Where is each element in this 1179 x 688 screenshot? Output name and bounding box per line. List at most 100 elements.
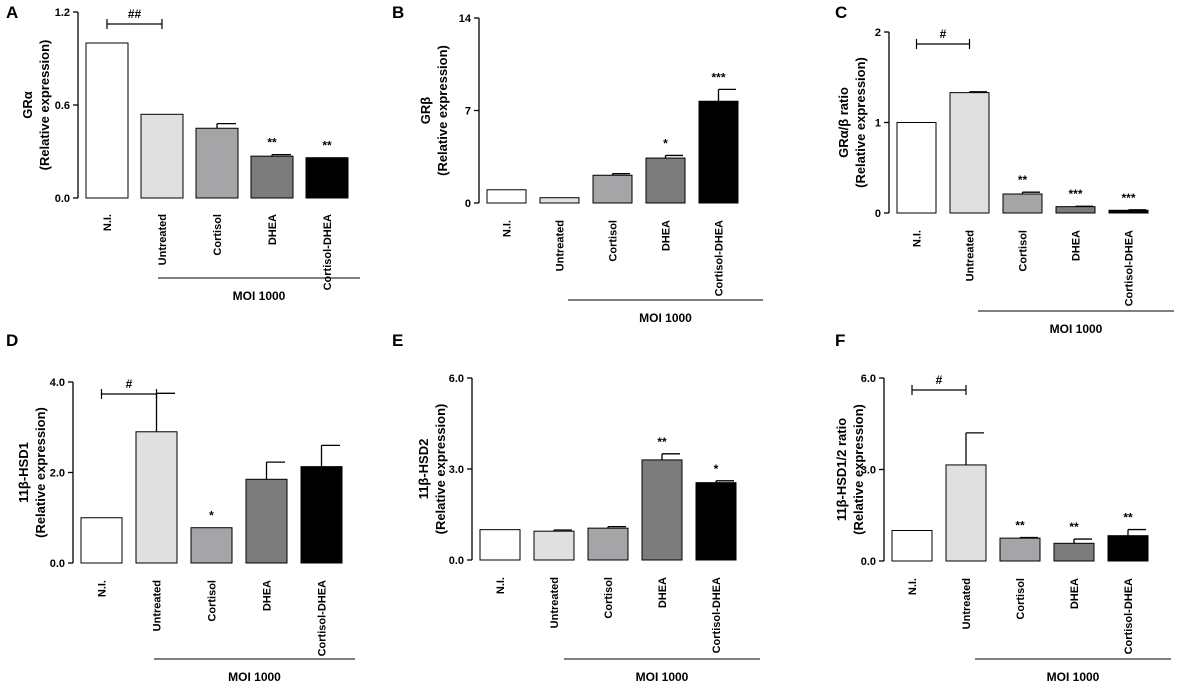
category-label: Cortisol	[207, 580, 219, 622]
y-tick-label: 0	[875, 208, 881, 220]
y-axis-label-line1: GRα	[20, 91, 35, 119]
bar-dhea	[1055, 206, 1096, 214]
bar-dhea	[1053, 542, 1095, 562]
y-tick-label: 0	[465, 198, 471, 210]
y-axis-label-line2: (Relative expression)	[37, 40, 52, 171]
bar-cortisol-dhea	[305, 157, 349, 199]
bar-n-i-	[85, 42, 129, 199]
category-label: Cortisol-DHEA	[317, 580, 329, 656]
bar-dhea	[245, 478, 288, 564]
y-tick-label: 0.6	[55, 100, 70, 112]
moi-label: MOI 1000	[639, 311, 692, 325]
bar-cortisol	[592, 174, 633, 204]
category-label: Cortisol-DHEA	[1123, 578, 1135, 654]
category-label: Untreated	[961, 578, 973, 629]
category-label: Cortisol-DHEA	[322, 214, 334, 290]
significance-label: **	[322, 139, 332, 153]
category-label: Untreated	[157, 214, 169, 265]
bar-untreated	[140, 113, 184, 199]
y-axis-label: GRα (Relative expression)	[20, 40, 52, 171]
y-tick-label: 2.0	[50, 468, 65, 480]
category-label: DHEA	[1069, 578, 1081, 609]
category-label: DHEA	[1071, 230, 1083, 261]
moi-label: MOI 1000	[636, 670, 689, 684]
y-axis-label-line2: (Relative expression)	[33, 407, 48, 538]
y-tick-label: 0.0	[50, 558, 65, 570]
y-axis-label-line1: GRβ	[418, 97, 433, 125]
bar-cortisol	[999, 537, 1041, 562]
y-axis-label: GRα/β ratio (Relative expression)	[836, 57, 868, 188]
category-label: DHEA	[661, 220, 673, 251]
y-axis-label-line1: 11β-HSD1	[16, 442, 31, 503]
significance-label: **	[1018, 173, 1028, 187]
significance-label: **	[1015, 519, 1025, 533]
significance-label: **	[1123, 511, 1133, 525]
bracket-label: #	[940, 27, 947, 41]
bracket-label: #	[936, 373, 943, 387]
bar-n-i-	[80, 517, 123, 564]
category-label: N.I.	[495, 577, 507, 594]
category-label: Cortisol	[1018, 230, 1030, 272]
bar-untreated	[539, 197, 580, 204]
category-label: N.I.	[102, 214, 114, 231]
bar-n-i-	[486, 189, 527, 204]
category-label: Cortisol	[603, 577, 615, 619]
significance-label: ***	[711, 70, 725, 84]
significance-label: **	[267, 136, 277, 150]
moi-label: MOI 1000	[233, 289, 286, 303]
y-axis-label-line2: (Relative expression)	[435, 45, 450, 176]
category-label: Untreated	[549, 577, 561, 628]
bar-cortisol	[190, 527, 233, 564]
category-label: Cortisol-DHEA	[711, 577, 723, 653]
y-tick-label: 0.0	[861, 556, 876, 568]
y-axis-label-line2: (Relative expression)	[851, 404, 866, 535]
y-tick-label: 3.0	[861, 465, 876, 477]
y-tick-label: 0.0	[449, 555, 464, 567]
bar-n-i-	[891, 530, 933, 562]
y-axis-label-line2: (Relative expression)	[433, 404, 448, 535]
panel-C: C 0 1 2 GRα/β ratio (Relative expression) N.I.…	[835, 3, 1174, 336]
significance-label: *	[209, 509, 214, 523]
category-label: Cortisol	[608, 220, 620, 262]
category-label: Cortisol	[1015, 578, 1027, 620]
significance-label: *	[663, 136, 668, 150]
y-tick-label: 7	[465, 106, 471, 118]
bracket-label: #	[126, 377, 133, 391]
y-axis-label-line1: 11β-HSD2	[416, 439, 431, 500]
panel-D: D 0.0 2.0 4.0 11β-HSD1 (Relative expression) N…	[6, 331, 355, 684]
category-label: Cortisol-DHEA	[1124, 230, 1136, 306]
category-label: Untreated	[965, 230, 977, 281]
significance-label: ***	[1121, 191, 1135, 205]
bar-n-i-	[479, 529, 521, 561]
moi-label: MOI 1000	[1050, 322, 1103, 336]
category-label: Untreated	[555, 220, 567, 271]
bar-cortisol-dhea	[1107, 535, 1149, 562]
moi-label: MOI 1000	[1047, 670, 1100, 684]
bar-dhea	[250, 155, 294, 199]
category-label: DHEA	[657, 577, 669, 608]
panel-F: F 0.0 3.0 6.0 11β-HSD1/2 ratio (Relative expr…	[834, 331, 1171, 684]
bar-cortisol-dhea	[695, 482, 737, 561]
panel-letter: D	[6, 331, 18, 350]
bar-cortisol-dhea	[1108, 209, 1149, 214]
bar-dhea	[645, 157, 686, 204]
y-axis-label-line1: 11β-HSD1/2 ratio	[834, 418, 849, 521]
panel-letter: B	[392, 3, 404, 22]
category-label: DHEA	[262, 580, 274, 611]
category-label: Untreated	[152, 580, 164, 631]
y-axis-label-line1: GRα/β ratio	[836, 87, 851, 158]
y-axis-label-line2: (Relative expression)	[853, 57, 868, 188]
moi-label: MOI 1000	[228, 670, 281, 684]
significance-label: *	[714, 462, 719, 476]
category-label: N.I.	[502, 220, 514, 237]
category-label: N.I.	[912, 230, 924, 247]
panel-B: B 0 7 14 GRβ (Relative expression) N.I. Untreat…	[392, 3, 763, 325]
category-label: N.I.	[907, 578, 919, 595]
category-label: Cortisol	[212, 214, 224, 256]
y-tick-label: 6.0	[861, 373, 876, 385]
y-tick-label: 2	[875, 27, 881, 39]
y-tick-label: 14	[459, 13, 472, 25]
panel-letter: F	[835, 331, 845, 350]
bar-untreated	[945, 464, 987, 562]
